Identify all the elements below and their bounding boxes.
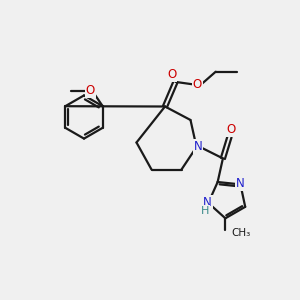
Text: H: H: [200, 206, 209, 216]
Text: N: N: [236, 177, 245, 190]
Text: O: O: [85, 84, 95, 97]
Text: O: O: [167, 68, 176, 81]
Text: O: O: [226, 123, 236, 136]
Text: N: N: [194, 140, 202, 153]
Text: O: O: [193, 78, 202, 91]
Text: N: N: [203, 196, 212, 208]
Text: CH₃: CH₃: [231, 228, 250, 238]
